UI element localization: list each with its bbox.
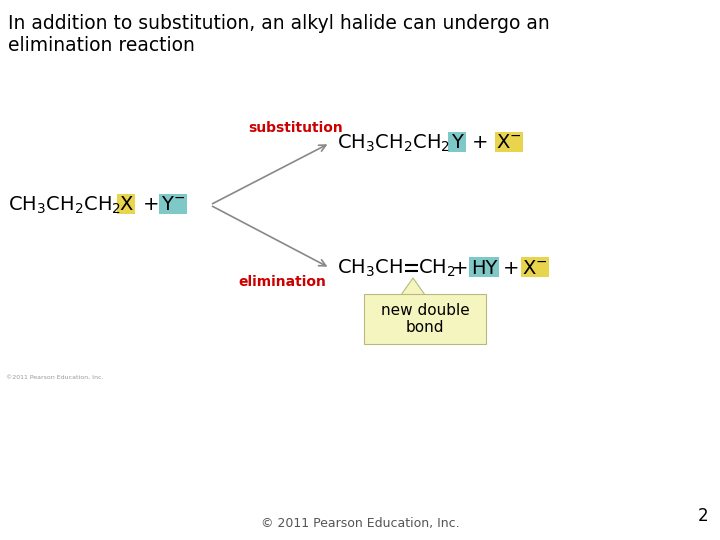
FancyBboxPatch shape (469, 257, 499, 277)
Polygon shape (401, 278, 425, 295)
Text: elimination: elimination (238, 275, 326, 289)
Text: X$^{-}$: X$^{-}$ (496, 133, 522, 152)
FancyBboxPatch shape (448, 132, 466, 152)
Text: +: + (503, 259, 520, 278)
FancyBboxPatch shape (117, 194, 135, 214)
Text: Y$^{-}$: Y$^{-}$ (161, 195, 185, 214)
Text: CH$_2$: CH$_2$ (418, 258, 456, 279)
Text: new double
bond: new double bond (381, 303, 469, 335)
Text: substitution: substitution (248, 121, 343, 135)
Text: In addition to substitution, an alkyl halide can undergo an: In addition to substitution, an alkyl ha… (8, 14, 550, 33)
Text: Y: Y (451, 133, 463, 152)
Text: ©2011 Pearson Education, Inc.: ©2011 Pearson Education, Inc. (6, 375, 104, 380)
Text: © 2011 Pearson Education, Inc.: © 2011 Pearson Education, Inc. (261, 517, 459, 530)
Text: elimination reaction: elimination reaction (8, 36, 195, 55)
Text: 2: 2 (698, 507, 708, 525)
Text: +: + (452, 259, 469, 278)
Text: +: + (472, 133, 488, 152)
FancyBboxPatch shape (364, 294, 486, 344)
FancyBboxPatch shape (521, 257, 549, 277)
Text: HY: HY (471, 259, 498, 278)
Text: CH$_3$CH$_2$CH$_2$: CH$_3$CH$_2$CH$_2$ (337, 132, 450, 154)
Text: CH$_3$CH$_2$CH$_2$: CH$_3$CH$_2$CH$_2$ (8, 194, 121, 215)
Text: X$^{-}$: X$^{-}$ (522, 259, 548, 278)
Text: CH$_3$CH: CH$_3$CH (337, 258, 403, 279)
FancyBboxPatch shape (495, 132, 523, 152)
FancyBboxPatch shape (159, 194, 187, 214)
Text: +: + (143, 195, 160, 214)
Text: X: X (120, 195, 132, 214)
